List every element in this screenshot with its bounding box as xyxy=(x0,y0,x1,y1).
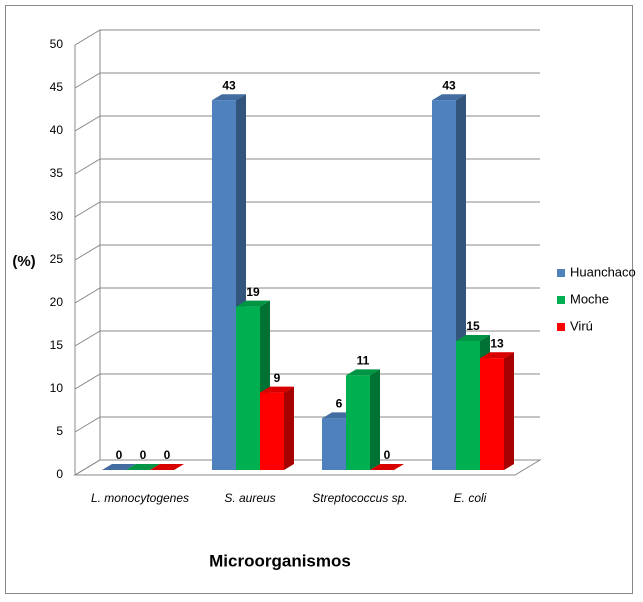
bar-group xyxy=(102,464,136,470)
bar-top-shade xyxy=(260,386,294,393)
bar xyxy=(480,358,504,470)
bar-top xyxy=(260,386,294,393)
bar-top xyxy=(212,94,246,101)
bar-top-shade xyxy=(236,300,270,307)
bar-top-shade xyxy=(346,369,380,376)
value-label: 0 xyxy=(116,448,123,462)
bar-group xyxy=(260,386,294,470)
bar-top xyxy=(370,464,404,470)
bar-top-shade xyxy=(102,464,136,470)
y-tick-label: 35 xyxy=(50,166,64,180)
legend-swatch xyxy=(557,296,565,304)
y-tick-label: 5 xyxy=(56,424,63,438)
value-label: 19 xyxy=(246,285,260,299)
grid-line xyxy=(74,287,540,304)
x-tick-label: Streptococcus sp. xyxy=(312,491,408,505)
bar-top-shade xyxy=(456,335,490,341)
legend-label: Virú xyxy=(570,318,593,333)
legend-label: Moche xyxy=(570,291,609,306)
grid-line xyxy=(74,158,540,175)
grid-line xyxy=(74,115,540,132)
y-tick-label: 30 xyxy=(50,209,64,223)
grid-line xyxy=(74,330,540,347)
bar-top-shade xyxy=(150,464,184,470)
grid-line xyxy=(74,416,540,433)
value-label: 13 xyxy=(490,336,504,350)
bar-side xyxy=(504,352,514,470)
value-label: 15 xyxy=(466,319,480,333)
y-tick-label: 20 xyxy=(50,295,64,309)
chart-border xyxy=(5,5,633,594)
grid-line xyxy=(74,29,540,46)
value-label: 11 xyxy=(357,354,370,368)
bar xyxy=(322,418,346,470)
grid-line xyxy=(74,72,540,89)
bar-top xyxy=(102,464,136,470)
bar-top-shade xyxy=(212,94,246,101)
grid-line xyxy=(74,373,540,390)
legend-label: Huanchaco xyxy=(570,264,636,279)
y-tick-label: 15 xyxy=(50,338,64,352)
legend-swatch xyxy=(557,269,565,277)
x-tick-label: S. aureus xyxy=(224,491,276,505)
value-label: 0 xyxy=(140,448,147,462)
y-tick-label: 45 xyxy=(50,80,64,94)
bar-group xyxy=(126,464,160,470)
value-label: 0 xyxy=(164,448,171,462)
value-label: 43 xyxy=(222,78,236,92)
bar-top xyxy=(236,300,270,307)
x-axis-title: Microorganismos xyxy=(209,551,351,570)
bar-top-shade xyxy=(126,464,160,470)
bar-group xyxy=(346,369,380,470)
x-tick-label: E. coli xyxy=(453,491,487,505)
y-tick-label: 10 xyxy=(50,381,64,395)
bar-group xyxy=(480,352,514,470)
bar-top-shade xyxy=(432,94,466,101)
value-label: 9 xyxy=(274,371,281,385)
bar xyxy=(456,341,480,470)
legend-swatch xyxy=(557,323,565,331)
bar xyxy=(236,306,260,470)
bar-top xyxy=(346,369,380,376)
bar xyxy=(346,375,370,470)
y-axis-title: (%) xyxy=(12,253,35,270)
bar-top xyxy=(480,352,514,359)
grid-line xyxy=(74,459,540,476)
bar-side xyxy=(284,386,294,470)
bar-side xyxy=(370,369,380,470)
bar-side-shade xyxy=(284,386,294,470)
y-tick-label: 50 xyxy=(50,37,64,51)
bar xyxy=(212,100,236,470)
bar xyxy=(432,100,456,470)
x-tick-label: L. monocytogenes xyxy=(90,491,190,505)
bar-side-shade xyxy=(370,369,380,470)
value-label: 6 xyxy=(336,397,343,411)
y-tick-label: 25 xyxy=(50,252,64,266)
bar-top xyxy=(150,464,184,470)
value-label: 0 xyxy=(384,448,391,462)
bar-top xyxy=(456,335,490,341)
bar-top xyxy=(126,464,160,470)
bar-top-shade xyxy=(370,464,404,470)
grid-line xyxy=(74,201,540,218)
bar-top-shade xyxy=(480,352,514,359)
value-label: 43 xyxy=(442,78,456,92)
bar-group xyxy=(150,464,184,470)
bar xyxy=(260,392,284,470)
bar-group xyxy=(370,464,404,470)
y-tick-label: 0 xyxy=(56,467,63,481)
y-tick-label: 40 xyxy=(50,123,64,137)
bar-top xyxy=(432,94,466,101)
bar-side-shade xyxy=(504,352,514,470)
grid-line xyxy=(74,244,540,261)
